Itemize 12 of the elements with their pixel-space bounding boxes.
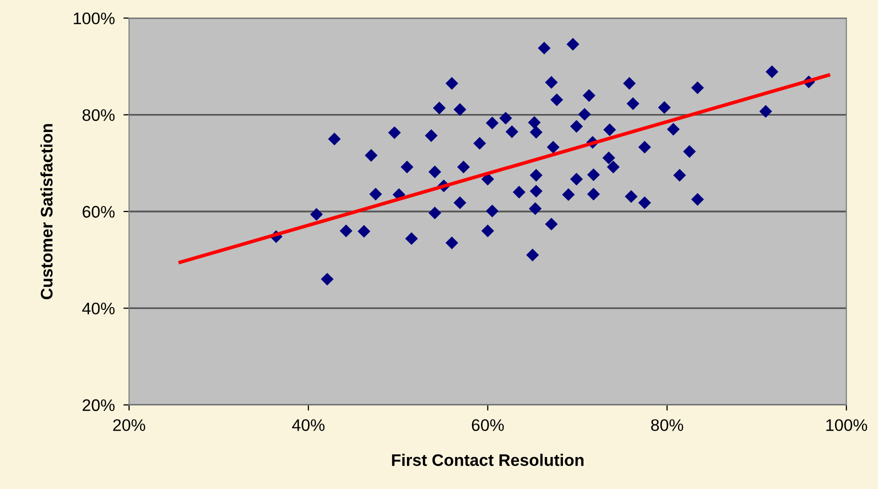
x-tick-label: 40%: [292, 419, 324, 432]
y-axis-title: Customer Satisfaction: [40, 124, 53, 300]
x-tick-label: 100%: [826, 419, 868, 432]
x-axis-title: First Contact Resolution: [392, 454, 584, 466]
x-tick-label: 60%: [472, 419, 504, 432]
y-tick-label: 20%: [82, 399, 115, 412]
y-tick-label: 80%: [82, 109, 115, 121]
y-tick-label: 40%: [82, 302, 115, 314]
x-tick-label: 20%: [113, 419, 146, 432]
y-tick-label: 100%: [74, 12, 115, 24]
y-tick-label: 60%: [82, 206, 115, 218]
x-tick-label: 80%: [651, 419, 684, 432]
